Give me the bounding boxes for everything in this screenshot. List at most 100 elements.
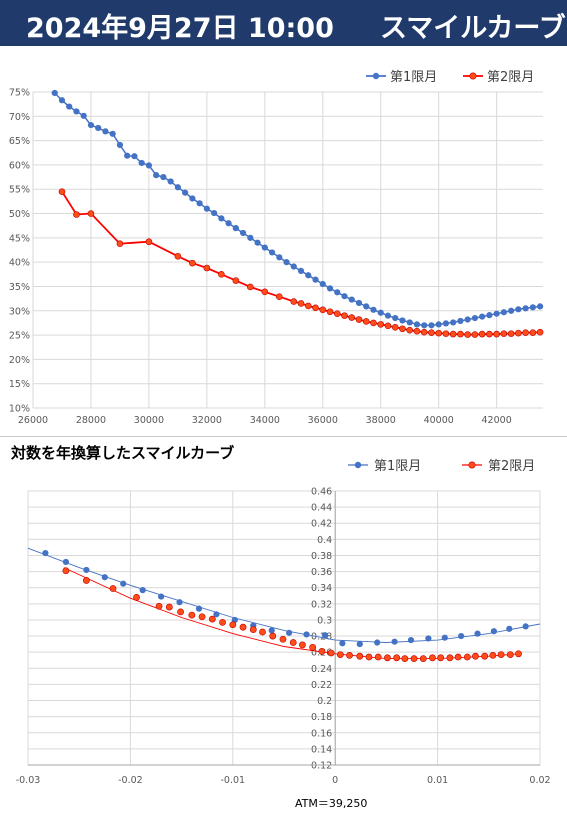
data-point (116, 141, 124, 149)
data-point (249, 626, 257, 634)
data-point (268, 627, 275, 634)
data-point (145, 238, 153, 246)
data-point (305, 272, 312, 279)
data-point (158, 593, 165, 600)
data-point (399, 317, 406, 324)
x-tick-label: 0.01 (427, 775, 448, 786)
y-tick-label: 0.18 (311, 712, 332, 723)
data-point (429, 654, 436, 662)
data-point (339, 640, 346, 647)
x-tick-label: -0.01 (221, 775, 246, 786)
data-point (276, 293, 283, 300)
y-tick-label: 35% (9, 282, 30, 293)
data-point (269, 632, 277, 640)
data-point (261, 288, 269, 296)
data-point (471, 331, 479, 338)
y-tick-label: 0.34 (311, 583, 332, 594)
data-point (167, 178, 174, 185)
legend-label: 第2限月 (488, 459, 535, 474)
y-tick-label: 65% (9, 136, 30, 147)
data-point (355, 316, 363, 323)
y-tick-label: 0.28 (311, 632, 332, 643)
data-point (87, 210, 95, 217)
data-point (160, 173, 167, 181)
data-point (457, 330, 464, 338)
data-point (58, 188, 66, 195)
y-tick-label: 10% (9, 404, 30, 415)
data-point (188, 611, 196, 619)
data-point (189, 195, 196, 202)
data-point (312, 304, 319, 312)
x-tick-label: 34000 (250, 415, 280, 426)
trendline-1 (27, 547, 541, 643)
data-point (346, 651, 353, 659)
data-point (529, 329, 537, 336)
y-tick-label: 0.4 (317, 535, 332, 546)
data-point (326, 285, 334, 292)
y-tick-label: 0.32 (311, 599, 332, 610)
data-point (341, 312, 348, 319)
data-point (196, 200, 203, 207)
legend-marker (469, 72, 477, 80)
y-tick-label: 0.46 (311, 487, 332, 498)
data-point (435, 329, 442, 337)
data-point (145, 162, 153, 169)
data-point (497, 651, 505, 658)
data-point (139, 587, 146, 594)
data-point (203, 205, 210, 212)
data-point (124, 152, 131, 159)
data-point (83, 566, 90, 574)
data-point (176, 599, 183, 606)
data-point (319, 306, 327, 314)
data-point (457, 317, 464, 325)
data-point (225, 220, 232, 227)
data-point (442, 320, 450, 327)
x-tick-label: -0.03 (16, 775, 41, 786)
y-tick-label: 40% (9, 258, 30, 269)
y-tick-label: 0.42 (311, 519, 332, 530)
y-tick-label: 55% (9, 185, 30, 196)
data-point (62, 567, 70, 575)
data-point (211, 209, 218, 217)
data-point (309, 643, 317, 651)
x-tick-label: 36000 (308, 415, 338, 426)
data-point (182, 189, 189, 196)
data-point (232, 277, 240, 284)
data-point (348, 314, 356, 321)
data-point (384, 322, 392, 330)
x-tick-label: 30000 (134, 415, 164, 426)
data-point (101, 574, 108, 581)
data-point (377, 309, 384, 316)
data-point (393, 654, 401, 662)
y-tick-label: 0.22 (311, 680, 332, 691)
data-point (486, 312, 493, 319)
data-point (413, 327, 421, 335)
y-tick-label: 0.36 (311, 567, 332, 578)
data-point (420, 328, 428, 336)
data-point (471, 314, 479, 322)
chart-title: 対数を年換算したスマイルカーブ (10, 444, 234, 462)
x-tick-label: 0.02 (529, 775, 550, 786)
y-tick-label: 25% (9, 331, 30, 342)
data-point (109, 585, 117, 592)
data-point (363, 303, 370, 310)
data-point (464, 316, 471, 323)
data-point (406, 326, 414, 334)
data-point (218, 271, 225, 278)
data-point (213, 611, 220, 618)
x-tick-label: -0.02 (118, 775, 143, 786)
x-tick-label: 26000 (18, 415, 48, 426)
data-point (165, 603, 173, 611)
data-point (413, 321, 421, 328)
data-point (254, 239, 261, 246)
data-point (276, 254, 283, 261)
data-point (407, 636, 415, 644)
data-point (392, 314, 399, 322)
data-point (464, 331, 471, 338)
x-tick-label: 32000 (192, 415, 222, 426)
data-point (450, 319, 457, 326)
data-point (399, 325, 406, 333)
data-point (155, 602, 163, 610)
data-point (87, 121, 95, 129)
data-point (391, 323, 399, 331)
